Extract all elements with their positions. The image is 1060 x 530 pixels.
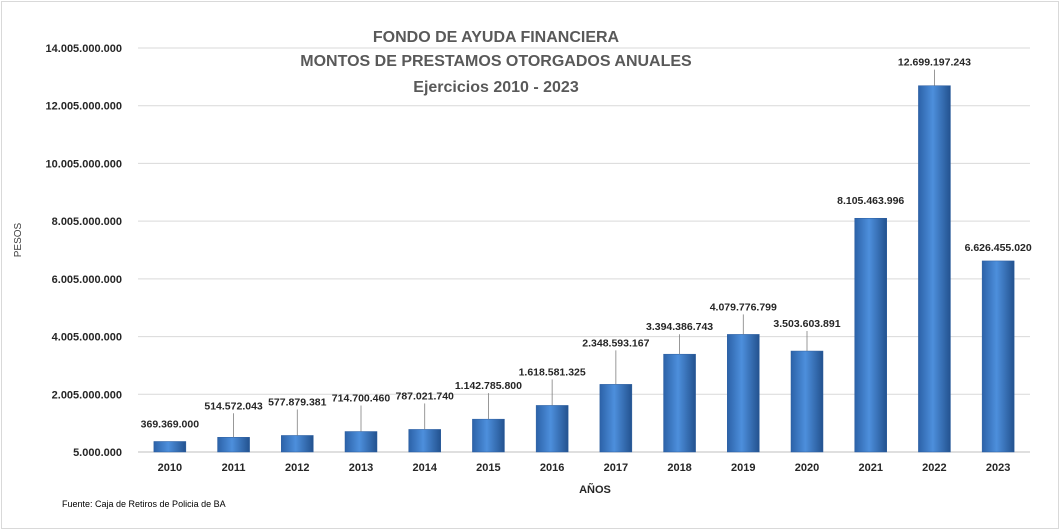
x-tick-label: 2012 — [285, 462, 309, 474]
y-tick-label: 10.005.000.000 — [46, 158, 122, 170]
bar-2012 — [281, 435, 314, 453]
y-tick-label: 12.005.000.000 — [46, 101, 122, 113]
data-label-2022: 12.699.197.243 — [898, 57, 971, 69]
x-axis-label: AÑOS — [579, 483, 611, 496]
data-label-2012: 577.879.381 — [268, 396, 327, 408]
x-tick-label: 2022 — [922, 462, 946, 474]
bar-2019 — [727, 334, 760, 453]
data-label-2013: 714.700.460 — [332, 393, 391, 405]
x-tick-label: 2013 — [349, 462, 373, 474]
x-tick-label: 2014 — [412, 462, 437, 474]
bar-2010 — [153, 441, 187, 453]
x-axis-ticks: 2010 2011 2012 2013 2014 2015 2016 2017 2018 2019… — [158, 462, 1011, 474]
y-axis-label: PESOS — [13, 222, 24, 257]
data-label-2016: 1.618.581.325 — [519, 366, 586, 378]
x-tick-label: 2011 — [222, 462, 246, 474]
x-tick-label: 2019 — [731, 462, 755, 474]
x-tick-label: 2020 — [795, 462, 819, 474]
y-tick-label: 2.005.000.000 — [52, 389, 122, 401]
chart-title-line-1: FONDO DE AYUDA FINANCIERA — [373, 29, 620, 46]
bar-2016 — [535, 405, 569, 453]
data-label-2011: 514.572.043 — [204, 400, 263, 412]
data-label-2023: 6.626.455.020 — [965, 242, 1032, 254]
data-label-2017: 2.348.593.167 — [582, 337, 649, 349]
bar-2020 — [790, 350, 824, 453]
x-tick-label: 2015 — [476, 462, 500, 474]
label-leader-lines — [233, 69, 935, 438]
y-tick-label: 8.005.000.000 — [52, 216, 122, 228]
x-tick-label: 2010 — [158, 462, 182, 474]
bar-2013 — [344, 431, 378, 453]
data-label-2021: 8.105.463.996 — [837, 195, 904, 207]
data-label-2018: 3.394.386.743 — [646, 321, 713, 333]
y-tick-label: 5.000.000 — [73, 447, 122, 459]
bars — [153, 85, 1015, 453]
y-tick-label: 14.005.000.000 — [46, 43, 122, 55]
bar-2015 — [472, 418, 505, 453]
bar-2018 — [663, 353, 696, 453]
x-tick-label: 2017 — [604, 462, 628, 474]
bar-2023 — [981, 260, 1015, 453]
data-labels: 369.369.000 514.572.043 577.879.381 714.700… — [141, 57, 1032, 431]
x-tick-label: 2021 — [858, 462, 882, 474]
x-tick-label: 2016 — [540, 462, 564, 474]
bar-2022 — [918, 85, 951, 453]
data-label-2014: 787.021.740 — [396, 390, 455, 402]
x-tick-label: 2023 — [986, 462, 1010, 474]
data-label-2019: 4.079.776.799 — [710, 301, 777, 313]
data-label-2010: 369.369.000 — [141, 418, 200, 430]
chart-title-line-2: MONTOS DE PRESTAMOS OTORGADOS ANUALES — [300, 53, 692, 70]
source-note: Fuente: Caja de Retiros de Policia de BA — [62, 499, 226, 509]
chart-title-line-3: Ejercicios 2010 - 2023 — [413, 79, 579, 96]
x-tick-label: 2018 — [667, 462, 691, 474]
bar-2017 — [599, 384, 633, 453]
gridlines — [138, 47, 1030, 453]
data-label-2015: 1.142.785.800 — [455, 380, 522, 392]
bar-2014 — [408, 429, 441, 453]
y-axis-ticks: 5.000.000 2.005.000.000 4.005.000.000 6.005… — [46, 43, 122, 459]
y-tick-label: 6.005.000.000 — [52, 274, 122, 286]
data-label-2020: 3.503.603.891 — [773, 318, 840, 330]
bar-2011 — [217, 437, 250, 453]
y-tick-label: 4.005.000.000 — [52, 332, 122, 344]
bar-2021 — [854, 217, 887, 453]
